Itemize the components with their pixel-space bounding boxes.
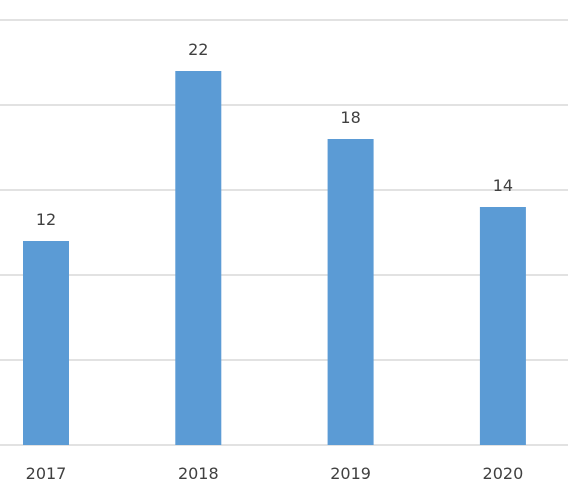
data-label-2018: 22	[188, 40, 208, 59]
bar-2020	[479, 207, 526, 445]
x-tick-label-2017: 2017	[26, 464, 67, 483]
data-label-2019: 18	[340, 108, 360, 127]
x-tick-label-2019: 2019	[330, 464, 371, 483]
bar-2018	[175, 71, 222, 445]
gridlines	[0, 19, 568, 446]
bar-2019	[327, 139, 374, 445]
data-label-2017: 12	[36, 210, 56, 229]
x-tick-label-2020: 2020	[483, 464, 524, 483]
x-tick-label-2018: 2018	[178, 464, 219, 483]
x-axis-tick-labels: 2017 2018 2019 2020	[26, 464, 524, 483]
data-labels: 12 22 18 14	[36, 40, 513, 229]
bar-2017	[23, 241, 69, 445]
bars	[23, 71, 526, 445]
data-label-2020: 14	[493, 176, 513, 195]
